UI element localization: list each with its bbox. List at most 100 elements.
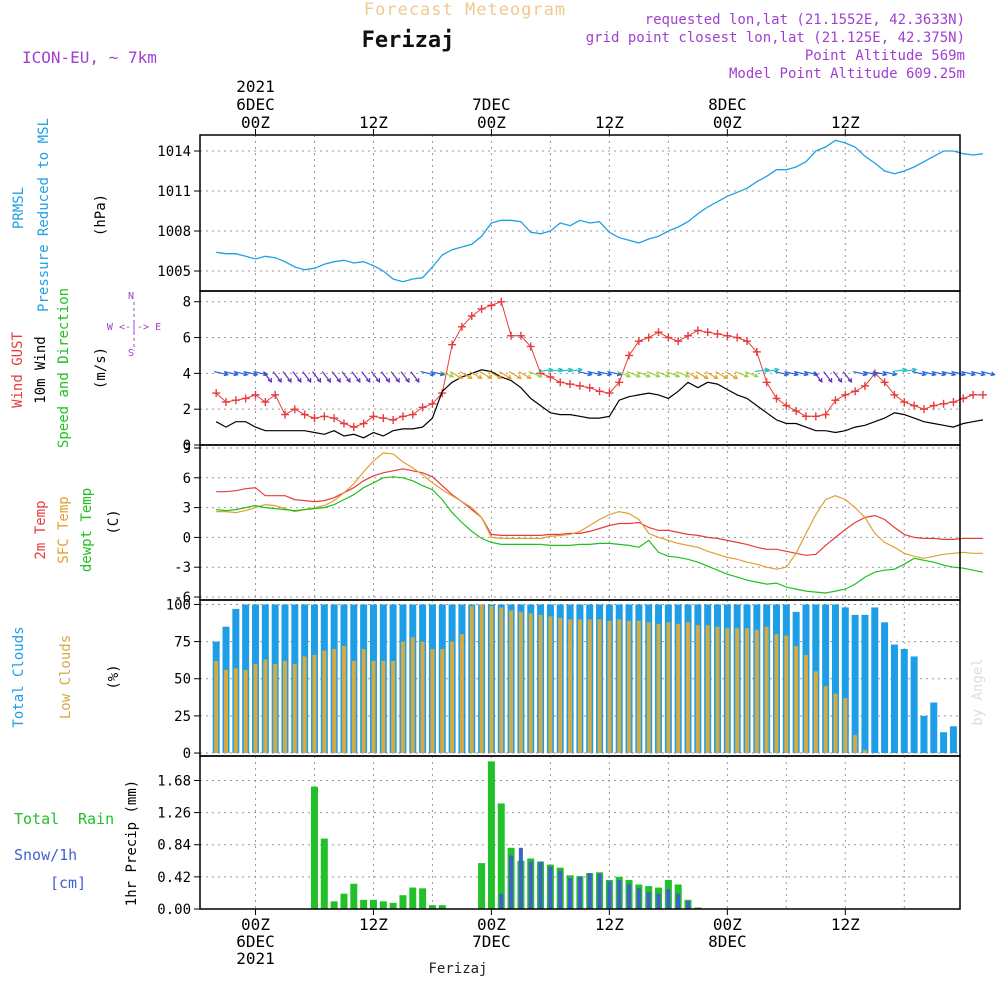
low-cloud-bar <box>450 641 455 754</box>
snow-bar <box>587 873 592 909</box>
snow-bar <box>568 878 573 909</box>
rain-bar <box>497 803 505 909</box>
wind-arrow-head <box>306 377 312 384</box>
wind-arrow <box>558 368 573 373</box>
wind-arrow <box>931 370 946 376</box>
wind-arrow <box>223 370 238 376</box>
wind-arrow <box>479 371 492 379</box>
pressure-line <box>216 139 983 283</box>
bottom-time-label: 00Z <box>477 915 506 934</box>
wind-arrow <box>400 371 410 383</box>
low-cloud-bar <box>636 620 641 754</box>
wind-panel-labels: Wind GUST 10m Wind Speed and Direction (… <box>10 288 161 448</box>
wind-arrow-head <box>941 371 947 377</box>
wind-arrow <box>430 370 445 376</box>
wind-arrow <box>469 371 482 379</box>
wind-arrow <box>911 370 926 376</box>
low-cloud-bar <box>400 641 405 754</box>
wind-arrow <box>410 371 420 383</box>
low-cloud-bar <box>469 605 474 754</box>
wind-arrow <box>794 370 808 376</box>
low-cloud-bar <box>774 634 779 754</box>
wind-arrow <box>282 371 292 383</box>
wind-arrow <box>784 370 799 376</box>
wind-arrow-head <box>430 371 436 377</box>
total-cloud-bar <box>910 656 918 754</box>
model-altitude: Model Point Altitude 609.25m <box>729 66 965 82</box>
wind-arrow <box>744 371 759 378</box>
low-cloud-bar <box>273 663 278 754</box>
location-title: Ferizaj <box>362 28 455 53</box>
pressure-label-1: PRMSL <box>11 187 27 229</box>
panel-wind: 0 2 4 6 8 <box>183 290 996 454</box>
wind-arrow-head <box>921 371 927 377</box>
low-cloud-bar <box>518 611 523 754</box>
y-tick-label: 2 <box>183 402 191 418</box>
wind-arrow-head <box>793 371 800 377</box>
y-tick-label: 0.00 <box>157 902 191 918</box>
top-time-label: 12Z <box>595 113 624 132</box>
rain-bar <box>330 901 338 909</box>
panel-temperature: -6 -3 0 3 6 9 <box>174 441 984 606</box>
low-cloud-bar <box>430 649 435 754</box>
low-cloud-bar <box>666 622 671 754</box>
wind-arrow <box>587 370 602 376</box>
wind-arrow <box>872 370 887 376</box>
total-cloud-bar <box>841 607 849 754</box>
wind-arrow <box>951 370 966 376</box>
panel-clouds: 0 25 50 75 100 <box>166 597 961 762</box>
sfc-label: SFC Temp <box>56 496 72 563</box>
wind-arrow <box>656 371 670 378</box>
y-tick-label: 1.68 <box>157 773 191 789</box>
t2m-line <box>216 468 983 556</box>
wind-arrow <box>832 371 842 383</box>
low-cloud-bar <box>459 634 464 754</box>
wind-arrow-head <box>223 371 229 377</box>
low-cloud-bar <box>322 650 327 754</box>
wind-arrow <box>685 371 699 379</box>
low-cloud-bar <box>813 671 818 754</box>
wind-label: 10m Wind <box>33 336 49 403</box>
wind-arrow-head <box>980 371 986 377</box>
wind-arrow-head <box>990 371 996 377</box>
low-cloud-bar <box>391 660 396 754</box>
low-cloud-bar <box>577 619 582 754</box>
snow-bar <box>577 876 582 909</box>
total-cloud-bar <box>890 644 898 754</box>
low-cloud-bar <box>302 656 307 754</box>
wind-arrow <box>882 370 897 376</box>
wind-arrow-head <box>477 374 483 380</box>
total-cloud-label: Total Clouds <box>11 626 27 727</box>
total-cloud-bar <box>861 614 869 754</box>
wind-arrow <box>312 371 321 383</box>
wind-arrow <box>233 370 248 376</box>
snow-bar <box>617 879 622 909</box>
snow-bar <box>558 870 563 909</box>
wind-arrow <box>764 368 779 373</box>
low-cloud-bar <box>263 659 268 754</box>
wind-arrow-head <box>326 377 331 384</box>
wind-arrow-head <box>516 374 522 380</box>
wind-arrow-head <box>951 371 957 377</box>
low-cloud-bar <box>735 628 740 754</box>
total-cloud-bar <box>871 607 879 754</box>
low-cloud-bar <box>627 620 632 754</box>
gust-label: Wind GUST <box>10 332 26 408</box>
wind-arrow <box>862 370 877 376</box>
low-cloud-bar <box>214 660 219 754</box>
y-tick-label: 25 <box>174 709 191 725</box>
wind-arrow <box>921 370 936 376</box>
wind-arrow <box>636 371 650 378</box>
cloud-panel-labels: Total Clouds Low Clouds (%) <box>11 626 122 727</box>
top-time-label: 8DEC <box>708 95 747 114</box>
rain-bar <box>350 883 358 909</box>
y-tick-label: -3 <box>174 560 191 576</box>
wind-arrow-head <box>287 377 292 384</box>
low-cloud-bar <box>754 629 759 754</box>
y-tick-label: 3 <box>183 501 191 517</box>
top-time-label: 00Z <box>241 113 270 132</box>
sfc-line <box>216 452 983 570</box>
wind-arrow <box>518 371 532 379</box>
wind-arrow-head <box>665 373 671 378</box>
low-cloud-bar <box>607 620 612 754</box>
